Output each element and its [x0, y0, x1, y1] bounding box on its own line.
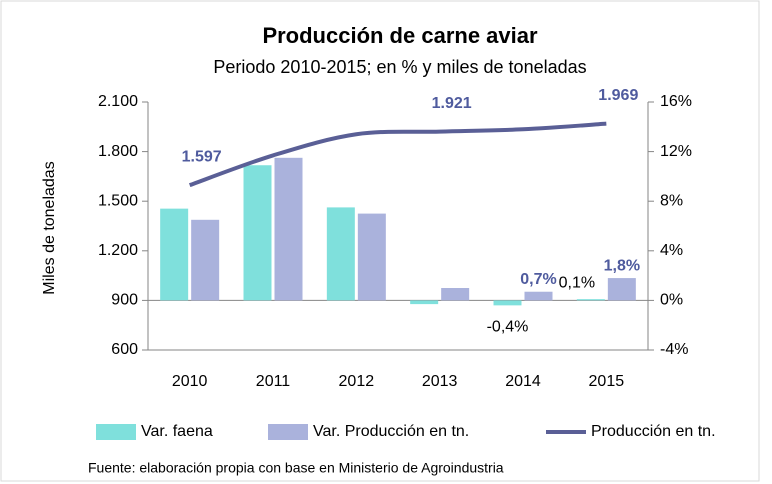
y-tick-label: 2.100	[98, 93, 138, 110]
y-tick-label: 1.800	[98, 143, 138, 160]
bar	[441, 288, 470, 301]
y-tick-label: 1.200	[98, 242, 138, 259]
legend-label: Producción en tn.	[591, 423, 716, 440]
y2-tick-label: 4%	[660, 242, 683, 259]
x-tick-label: 2014	[505, 373, 541, 390]
data-label: 1.969	[598, 87, 638, 104]
bar	[160, 208, 189, 301]
legend-swatch	[96, 424, 136, 440]
bar	[326, 207, 355, 301]
bar	[191, 219, 220, 301]
y-tick-label: 1.500	[98, 192, 138, 209]
bar	[243, 165, 272, 301]
x-tick-label: 2013	[422, 373, 458, 390]
chart-title: Producción de carne aviar	[262, 23, 538, 48]
bar	[607, 278, 636, 301]
x-tick-label: 2011	[256, 373, 291, 390]
legend-label: Var. Producción en tn.	[313, 423, 469, 440]
bar	[357, 213, 386, 301]
y2-tick-label: 8%	[660, 192, 683, 209]
bar	[493, 300, 522, 306]
y-axis-label: Miles de toneladas	[41, 161, 58, 294]
data-label: 0,1%	[559, 274, 595, 291]
chart-subtitle: Periodo 2010-2015; en % y miles de tonel…	[213, 57, 586, 77]
data-label: -0,4%	[487, 319, 529, 336]
data-label: 1,8%	[604, 257, 640, 274]
bar	[274, 157, 303, 301]
y2-tick-label: 16%	[660, 93, 692, 110]
source-note: Fuente: elaboración propia con base en M…	[88, 460, 504, 476]
data-label: 1.597	[182, 148, 222, 165]
x-tick-label: 2015	[589, 373, 625, 390]
y-tick-label: 900	[111, 292, 138, 309]
y2-tick-label: -4%	[660, 341, 688, 358]
y2-tick-label: 0%	[660, 292, 683, 309]
bar	[524, 291, 553, 301]
legend-swatch	[268, 424, 308, 440]
data-label: 0,7%	[520, 271, 556, 288]
y2-tick-label: 12%	[660, 143, 692, 160]
legend-label: Var. faena	[141, 423, 213, 440]
x-tick-label: 2012	[339, 373, 375, 390]
line	[188, 121, 607, 188]
y-tick-label: 600	[111, 341, 138, 358]
bar	[410, 300, 439, 305]
x-tick-label: 2010	[172, 373, 208, 390]
bar	[576, 299, 605, 301]
data-label: 1.921	[432, 95, 472, 112]
